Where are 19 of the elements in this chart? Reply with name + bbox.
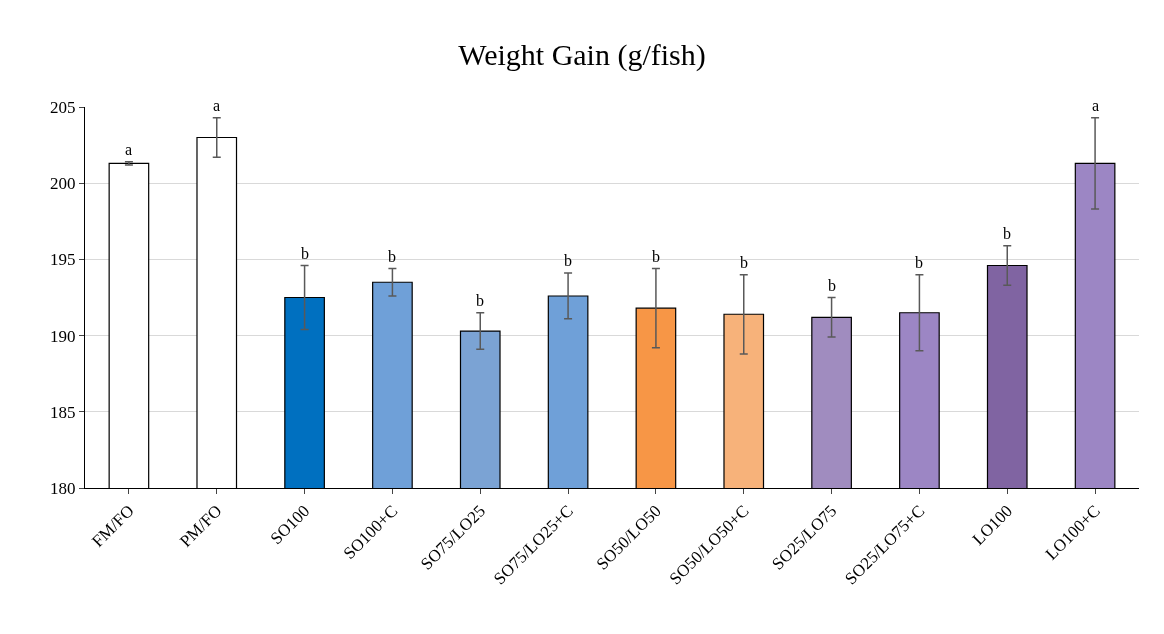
y-tick-label: 185 [50,402,76,422]
data-label: b [564,252,572,269]
y-tick-label: 180 [50,478,76,498]
data-label: b [301,245,309,262]
y-tick-label: 200 [50,174,76,194]
data-label: b [915,254,923,271]
data-label: b [740,254,748,271]
data-label: a [125,141,133,158]
y-tick-label: 195 [50,250,76,270]
data-label: a [213,97,221,114]
y-tick-label: 205 [50,97,76,117]
data-label: a [1092,97,1100,114]
data-label: b [388,248,396,265]
data-label: b [476,292,484,309]
data-label: b [652,248,660,265]
data-label: b [828,277,836,294]
data-label: b [1003,225,1011,242]
chart-title: Weight Gain (g/fish) [458,38,706,73]
y-tick-label: 190 [50,326,76,346]
